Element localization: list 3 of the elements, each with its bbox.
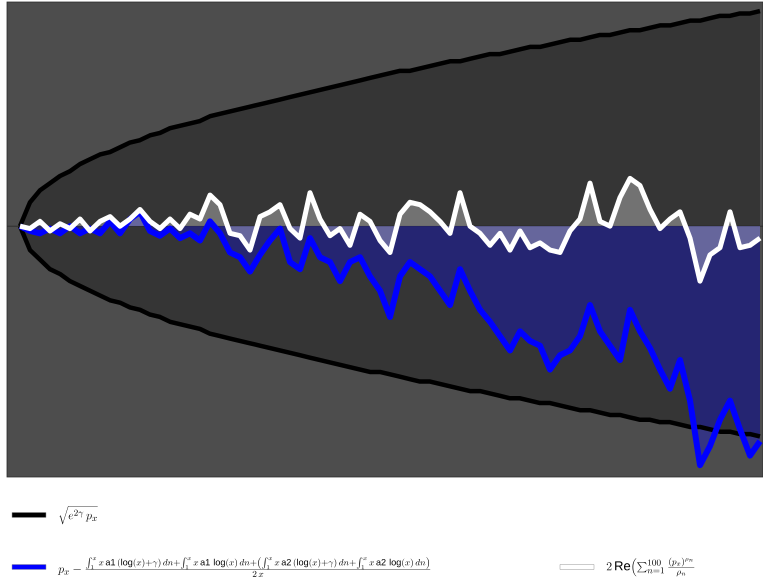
legend-label: $p_x-\frac{\int_1^x x\,\mathrm{a1}\,(\log(x)+\gamma)\,dn+\int_1^x x\,\mathrm{a1}\,\log(x)\,dn+\left(\int_1^x x\,\mathrm{a2}\,(\log(x)+\gamma)\,dn+\int_1^x x\,\mathrm{a2}\,\log(x)\,dn\right)}{2\,x}$ <box>58 557 430 577</box>
legend-label: $\sqrt{e^{2\gamma}\, p_x}$ <box>59 506 98 524</box>
legend-label: $2\,\mathrm{Re}\Bigl(\sum_{n=1}^{100}\frac{(p_x)^{\rho_n}}{\rho_n}$ <box>606 558 694 576</box>
